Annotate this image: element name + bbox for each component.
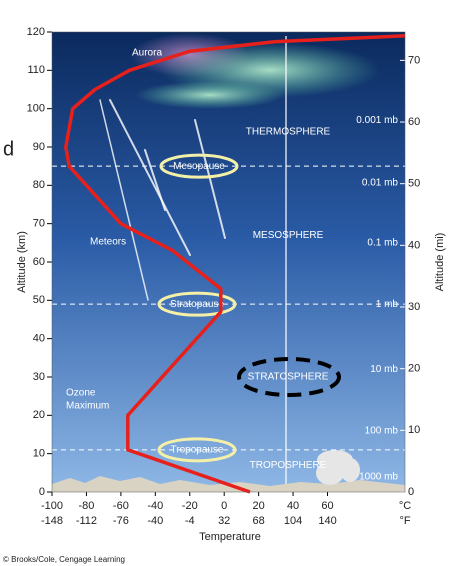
- x-tick-label: 20: [253, 500, 265, 512]
- pressure-label: 10 mb: [370, 364, 398, 375]
- x-tick-label: -60: [113, 500, 129, 512]
- x2-tick-label: 32: [218, 515, 230, 527]
- x-tick-label: 60: [321, 500, 333, 512]
- annotation: Maximum: [66, 401, 109, 412]
- x2-tick-label: 68: [253, 515, 265, 527]
- y2-tick-label: 30: [408, 301, 420, 313]
- x-tick-label: 40: [287, 500, 299, 512]
- annotation: Ozone: [66, 388, 96, 399]
- y-tick-label: 0: [39, 486, 45, 498]
- x2-tick-label: -148: [41, 515, 63, 527]
- x-tick-label: -100: [41, 500, 63, 512]
- credit: © Brooks/Cole, Cengage Learning: [3, 555, 125, 564]
- x-tick-label: 0: [221, 500, 227, 512]
- x-unit: °C: [399, 500, 411, 512]
- y2-tick-label: 50: [408, 178, 420, 190]
- layer-label: THERMOSPHERE: [246, 126, 331, 137]
- y-tick-label: 70: [33, 218, 45, 230]
- x2-tick-label: 104: [284, 515, 302, 527]
- y2-tick-label: 10: [408, 424, 420, 436]
- x2-unit: °F: [399, 515, 410, 527]
- y2-axis-label: Altitude (mi): [434, 233, 446, 292]
- boundary-label: Tropopause: [171, 444, 224, 455]
- meteors: [99, 99, 226, 301]
- x2-tick-label: -4: [185, 515, 195, 527]
- pressure-label: 100 mb: [365, 425, 399, 436]
- pressure-label: 0.01 mb: [362, 178, 399, 189]
- pressure-label: 0.001 mb: [356, 115, 398, 126]
- layer-label: MESOSPHERE: [253, 230, 324, 241]
- annotation: Meteors: [90, 237, 126, 248]
- y2-tick-label: 70: [408, 54, 420, 66]
- y-tick-label: 90: [33, 141, 45, 153]
- y-tick-label: 40: [33, 333, 45, 345]
- x-tick-label: -80: [78, 500, 94, 512]
- x2-tick-label: -76: [113, 515, 129, 527]
- label-oval: [159, 153, 239, 179]
- pressure-label: 0.1 mb: [367, 237, 398, 248]
- x-axis-label: Temperature: [199, 531, 261, 543]
- side-fragment: d: [3, 138, 14, 160]
- pressure-label: 1 mb: [376, 299, 399, 310]
- x-tick-label: -20: [182, 500, 198, 512]
- y-tick-label: 20: [33, 409, 45, 421]
- y2-tick-label: 60: [408, 116, 420, 128]
- plot-frame: [51, 31, 406, 493]
- aurora-glow: [135, 81, 285, 109]
- y-tick-label: 50: [33, 294, 45, 306]
- highlight-ellipse: [237, 357, 341, 397]
- x2-tick-label: -40: [147, 515, 163, 527]
- layer-label: STRATOSPHERE: [248, 372, 329, 383]
- label-oval: [157, 437, 237, 463]
- x-tick-label: -40: [147, 500, 163, 512]
- boundary-label: Mesopause: [173, 161, 225, 172]
- y-axis-label: Altitude (km): [16, 231, 28, 293]
- annotation: Aurora: [132, 48, 162, 59]
- y2-tick-label: 0: [408, 486, 414, 498]
- y-tick-label: 120: [27, 26, 45, 38]
- y2-tick-label: 40: [408, 239, 420, 251]
- y-tick-label: 10: [33, 448, 45, 460]
- layer-label: TROPOSPHERE: [250, 460, 327, 471]
- y-tick-label: 80: [33, 179, 45, 191]
- y2-tick-label: 20: [408, 363, 420, 375]
- x2-tick-label: 140: [318, 515, 336, 527]
- plot-background: [52, 32, 405, 492]
- boundary-label: Stratopause: [170, 299, 224, 310]
- y-tick-label: 110: [27, 64, 45, 76]
- pressure-label: 1000 mb: [359, 471, 398, 482]
- y-tick-label: 60: [33, 256, 45, 268]
- cloud: [316, 450, 360, 485]
- y-tick-label: 30: [33, 371, 45, 383]
- temperature-line: [64, 34, 406, 494]
- y-tick-label: 100: [27, 103, 45, 115]
- label-oval: [157, 291, 237, 317]
- x2-tick-label: -112: [76, 515, 97, 527]
